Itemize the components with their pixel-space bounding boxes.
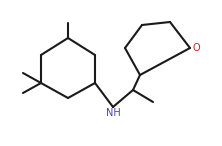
Text: O: O <box>192 43 200 53</box>
Text: NH: NH <box>106 108 120 118</box>
